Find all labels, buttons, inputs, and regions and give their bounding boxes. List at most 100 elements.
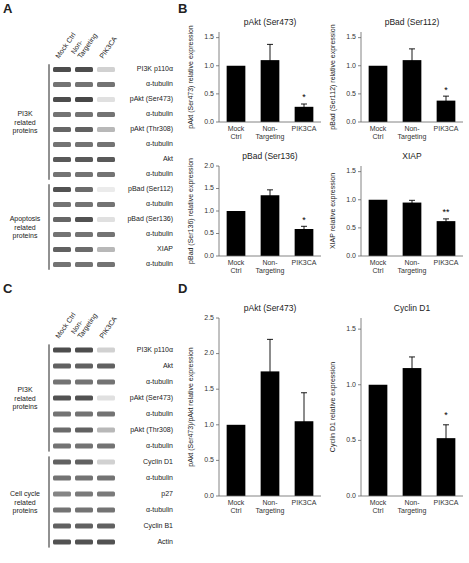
lane-label: PIK3CA: [98, 315, 118, 340]
bar: [227, 211, 246, 256]
band: [75, 507, 93, 512]
band: [53, 97, 71, 102]
y-tick: [358, 384, 361, 385]
text-line: Targeting: [76, 32, 99, 60]
x-axis: [219, 122, 321, 123]
title: XIAP: [402, 151, 422, 161]
y-axis: [219, 166, 220, 256]
text-line: Non-: [262, 125, 278, 132]
row-label: PI3K p110α: [137, 346, 173, 354]
band: [53, 539, 71, 544]
band: [75, 411, 93, 416]
y-axis: [361, 318, 362, 496]
marks: [227, 190, 314, 256]
text-line: Mock: [370, 259, 387, 266]
error-bar: [409, 200, 415, 205]
significance: **: [442, 207, 450, 217]
y-label: pBad (Ser112) relative expression: [329, 24, 337, 129]
title: Cyclin D1: [394, 303, 431, 313]
x-tick-label: PIK3CA: [292, 499, 317, 506]
y-tick: [358, 227, 361, 228]
band: [75, 262, 93, 267]
bar-chart: pBad (Ser112)0.00.51.01.5MockCtrlNon-Tar…: [329, 17, 463, 141]
x-axis: [219, 256, 321, 257]
x-axis: [219, 496, 321, 497]
y-tick-label: 1.5: [204, 184, 214, 191]
y-axis: [361, 166, 362, 256]
figure: PI3K p110αα-tubulinpAkt (Ser473)α-tubuli…: [0, 0, 469, 563]
band: [75, 523, 93, 528]
band: [75, 97, 93, 102]
band: [97, 217, 115, 222]
y-tick-label: 1.5: [204, 385, 214, 392]
text-line: Ctrl: [373, 507, 384, 514]
y-tick: [216, 353, 219, 354]
band: [53, 411, 71, 416]
band: [75, 127, 93, 132]
group-bracket: [49, 344, 50, 451]
text-line: proteins: [13, 232, 38, 240]
x-axis: [361, 496, 463, 497]
x-tick-label: PIK3CA: [434, 125, 459, 132]
text-line: Mock: [370, 125, 387, 132]
y-tick: [358, 93, 361, 94]
row-label: α-tubulin: [146, 378, 173, 385]
y-tick-label: 0.5: [204, 456, 214, 463]
row-label: α-tubulin: [146, 506, 173, 513]
band: [53, 443, 71, 448]
error-bar: [267, 190, 273, 201]
band: [75, 232, 93, 237]
y-tick: [216, 65, 219, 66]
significance: *: [302, 92, 306, 102]
band: [97, 187, 115, 192]
bar: [295, 229, 314, 256]
y-tick-label: 1.0: [346, 196, 356, 203]
row-label: α-tubulin: [146, 474, 173, 481]
band: [75, 142, 93, 147]
band: [53, 202, 71, 207]
band: [97, 262, 115, 267]
row-label: PI3K p110α: [137, 65, 173, 73]
text-line: Non-: [262, 259, 278, 266]
band: [75, 363, 93, 368]
y-tick: [358, 256, 361, 257]
row-label: Actin: [157, 538, 173, 545]
row-label: α-tubulin: [146, 170, 173, 177]
marks: [369, 49, 456, 122]
text-line: PIK3CA: [98, 315, 118, 340]
text-line: Mock: [370, 499, 387, 506]
text-line: Targeting: [256, 507, 285, 515]
panel-label: A: [3, 1, 13, 16]
band: [97, 232, 115, 237]
band: [97, 142, 115, 147]
text-line: Ctrl: [373, 267, 384, 274]
error-bar: [301, 226, 307, 231]
band: [53, 363, 71, 368]
text-line: Apoptosis: [10, 215, 41, 223]
significance: *: [302, 215, 306, 225]
band: [53, 82, 71, 87]
text-line: Cell cycle: [10, 490, 40, 498]
band: [53, 427, 71, 432]
band: [97, 523, 115, 528]
text-line: Ctrl: [231, 507, 242, 514]
error-bar: [409, 49, 415, 72]
bar-chart: Cyclin D10.00.51.01.5MockCtrlNon-Targeti…: [329, 303, 463, 515]
band: [53, 507, 71, 512]
row-label: pAkt (Thr308): [130, 125, 173, 133]
y-tick-label: 2.5: [204, 314, 214, 321]
text-line: PIK3CA: [98, 35, 118, 60]
x-tick-label: PIK3CA: [292, 259, 317, 266]
y-tick-label: 2.0: [204, 349, 214, 356]
y-tick-label: 1.5: [346, 33, 356, 40]
text-line: Mock: [228, 259, 245, 266]
x-tick-label: MockCtrl: [370, 125, 387, 140]
x-tick-label: PIK3CA: [434, 499, 459, 506]
row-label: α-tubulin: [146, 230, 173, 237]
x-tick-label: MockCtrl: [228, 499, 245, 514]
text-line: Mock: [228, 499, 245, 506]
y-tick-label: 0.5: [346, 90, 356, 97]
group-label: Apoptosisrelatedproteins: [10, 215, 41, 240]
y-tick: [358, 122, 361, 123]
text-line: proteins: [13, 507, 38, 515]
